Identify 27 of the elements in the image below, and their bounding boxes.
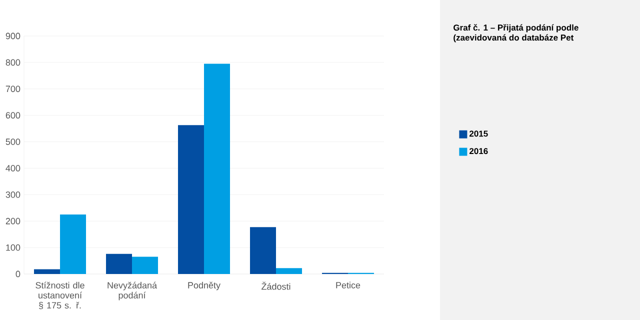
y-tick-label: 0 xyxy=(16,270,20,278)
x-tick-label: Stížnosti dle ustanovení § 175 s. ř. xyxy=(36,282,84,310)
y-tick-label: 200 xyxy=(6,218,20,224)
bar xyxy=(132,256,158,274)
x-tick-label: Žádosti xyxy=(262,282,290,290)
x-tick-label: Petice xyxy=(336,282,360,288)
legend-label: 2015 xyxy=(469,130,488,137)
text: (zaevidovaná do databáze Pet xyxy=(454,34,574,42)
bar xyxy=(276,268,302,274)
y-tick-label: 700 xyxy=(6,86,20,92)
y-tick-label: 400 xyxy=(6,165,20,172)
bar xyxy=(34,269,60,274)
bar xyxy=(106,254,132,274)
bar xyxy=(60,214,86,274)
bar xyxy=(204,64,230,274)
y-tick-label: 800 xyxy=(6,59,20,66)
y-tick-label: 500 xyxy=(6,138,20,145)
x-tick-label: Podněty xyxy=(188,282,220,290)
text: Graf č. 1 – Přijatá podání podle xyxy=(454,24,578,32)
legend-label: 2016 xyxy=(469,148,488,154)
y-tick-label: 100 xyxy=(6,244,20,251)
y-tick-label: 300 xyxy=(6,191,20,198)
x-tick-label: Nevyžádaná podání xyxy=(108,282,158,300)
bar xyxy=(250,227,276,274)
y-tick-label: 900 xyxy=(6,32,20,40)
y-tick-label: 600 xyxy=(6,112,20,119)
bar xyxy=(178,125,204,274)
